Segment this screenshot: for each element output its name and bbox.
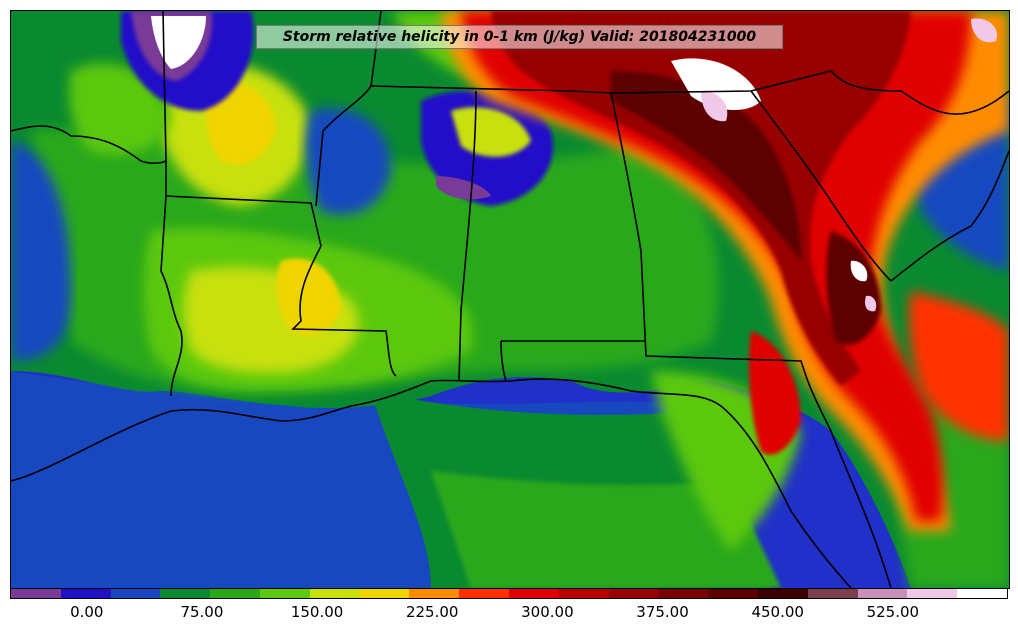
colorbar-segment	[459, 589, 509, 598]
colorbar-segment	[508, 589, 559, 598]
colorbar-segment	[409, 589, 460, 598]
colorbar-segment	[359, 589, 410, 598]
colorbar-segment	[309, 589, 360, 598]
colorbar-segment	[757, 589, 808, 598]
map-title-box: Storm relative helicity in 0-1 km (J/kg)…	[256, 25, 783, 49]
colorbar-tick-label: 150.00	[290, 603, 344, 621]
colorbar-segment	[558, 589, 609, 598]
colorbar-segment	[957, 589, 1007, 598]
colorbar-tick-label: 0.00	[70, 603, 104, 621]
colorbar-segment	[259, 589, 310, 598]
colorbar-segment	[608, 589, 659, 598]
helicity-map	[11, 11, 1009, 588]
colorbar-tick-label: 375.00	[636, 603, 689, 621]
colorbar-segment	[807, 589, 858, 598]
colorbar-segment	[210, 589, 260, 598]
colorbar-segment	[708, 589, 758, 598]
map-panel: Storm relative helicity in 0-1 km (J/kg)…	[10, 10, 1010, 589]
colorbar-tick-label: 75.00	[180, 603, 224, 621]
colorbar-tick-label: 300.00	[521, 603, 574, 621]
colorbar-segment	[658, 589, 709, 598]
colorbar-segment	[11, 589, 61, 598]
colorbar-tick-label: 450.00	[751, 603, 804, 621]
colorbar	[10, 588, 1008, 599]
colorbar-segment	[60, 589, 111, 598]
colorbar-ticks: 0.00 75.00 150.00 225.00 300.00 375.00 450.00 5…	[10, 599, 1008, 629]
colorbar-segment	[110, 589, 161, 598]
colorbar-tick-label: 225.00	[405, 603, 459, 621]
high-helicity-band	[441, 11, 1009, 531]
map-title: Storm relative helicity in 0-1 km (J/kg)…	[282, 29, 757, 45]
colorbar-segment	[160, 589, 211, 598]
colorbar-segment	[857, 589, 908, 598]
colorbar-tick-label: 525.00	[866, 603, 920, 621]
state-boundaries	[11, 11, 1009, 588]
gulf-helicity-field	[11, 371, 781, 588]
colorbar-segment	[907, 589, 958, 598]
